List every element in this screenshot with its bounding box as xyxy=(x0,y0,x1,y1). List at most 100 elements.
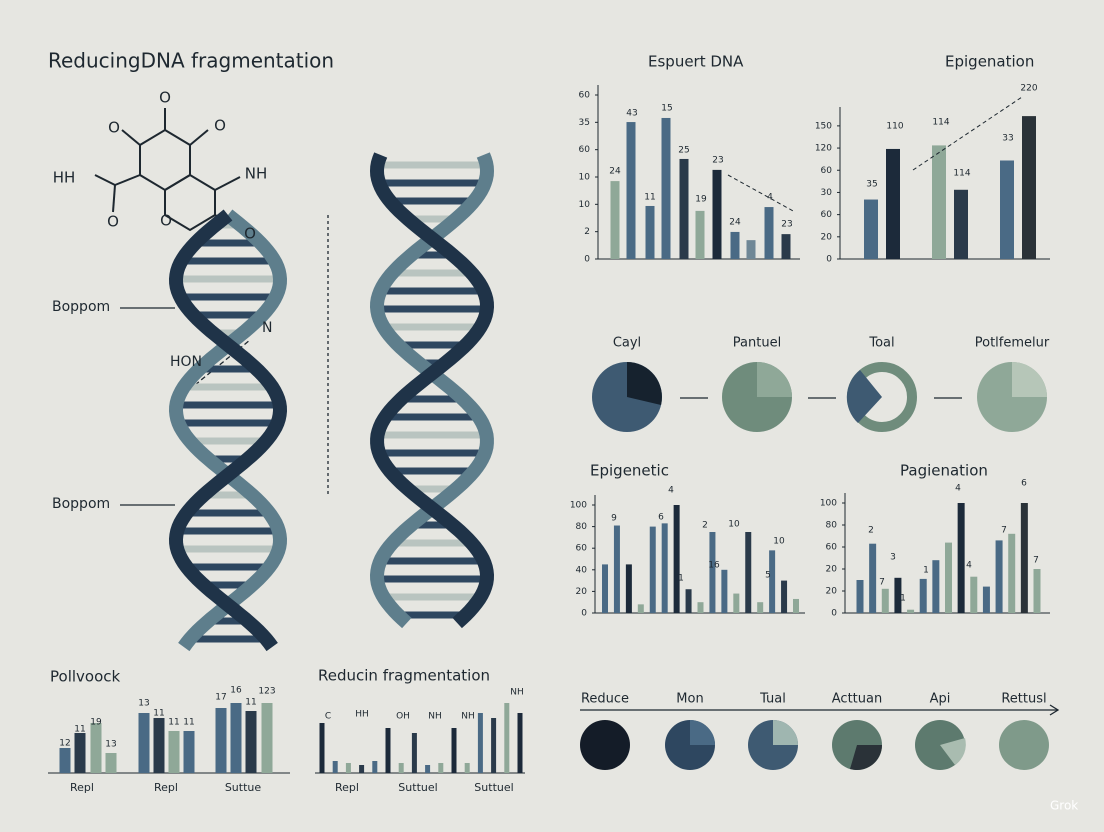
annotation: 114 xyxy=(932,118,949,128)
bond xyxy=(112,184,116,213)
annotation: C xyxy=(325,712,331,722)
annotation: 24 xyxy=(609,167,621,177)
bar xyxy=(1020,503,1028,613)
bar xyxy=(932,560,940,613)
y-tick-label: 10 xyxy=(579,173,591,183)
chart-title: Espuert DNA xyxy=(648,53,744,71)
y-tick-label: 20 xyxy=(826,565,838,575)
bar xyxy=(661,523,668,613)
bar xyxy=(625,564,632,613)
bar xyxy=(995,540,1003,613)
annotation: 7 xyxy=(879,578,885,588)
chart-title: Reducin fragmentation xyxy=(318,667,490,685)
bar xyxy=(168,731,180,773)
annotation: 4 xyxy=(955,484,961,494)
dna-label: HON xyxy=(170,354,202,370)
bar xyxy=(105,753,117,773)
pie-label: Pantuel xyxy=(733,336,781,351)
pie-slice xyxy=(627,362,662,405)
annotation: 10 xyxy=(773,537,785,547)
annotation: 1 xyxy=(923,566,929,576)
bar xyxy=(982,586,990,613)
dna xyxy=(168,152,495,652)
atom-label: O xyxy=(107,213,119,231)
annotation: 4 xyxy=(966,561,972,571)
annotation: 6 xyxy=(1021,479,1027,489)
annotation: 24 xyxy=(729,218,741,228)
annotation: 43 xyxy=(626,109,637,119)
bond xyxy=(121,129,141,146)
bar xyxy=(626,122,636,259)
bar xyxy=(919,578,927,613)
bar xyxy=(385,728,391,773)
bar xyxy=(954,189,968,259)
annotation: 11 xyxy=(644,193,655,203)
bar xyxy=(359,765,365,773)
bar xyxy=(398,763,404,773)
bar xyxy=(856,580,864,613)
annotation: 16 xyxy=(230,686,242,696)
bar xyxy=(610,181,620,259)
x-tick-label: Suttue xyxy=(225,781,262,794)
annotation: 19 xyxy=(695,195,707,205)
chart-title: Pollvoock xyxy=(50,668,121,686)
annotation: NH xyxy=(428,712,442,722)
timeline-label: Mon xyxy=(676,692,703,707)
annotation: 6 xyxy=(658,513,664,523)
y-tick-label: 100 xyxy=(570,501,587,511)
bar xyxy=(245,711,257,773)
bar xyxy=(451,728,457,773)
bond xyxy=(189,129,209,146)
bar xyxy=(153,718,165,773)
bar xyxy=(138,713,150,773)
bar xyxy=(649,526,656,613)
y-tick-label: 20 xyxy=(576,587,588,597)
strand xyxy=(369,152,495,629)
strand xyxy=(168,209,288,652)
y-tick-label: 0 xyxy=(581,609,587,619)
slice xyxy=(690,720,715,745)
y-tick-label: 30 xyxy=(821,188,833,198)
chart-title: Pagienation xyxy=(900,462,988,480)
bar xyxy=(709,532,716,613)
bar xyxy=(864,199,878,259)
x-tick-label: Repl xyxy=(70,781,94,794)
annotation: 33 xyxy=(1002,134,1013,144)
y-tick-label: 40 xyxy=(576,565,588,575)
bond xyxy=(94,174,116,186)
trend-line xyxy=(727,174,796,213)
annotation: 11 xyxy=(168,718,179,728)
bond xyxy=(214,176,241,191)
pie-label: Potlfemelur xyxy=(975,336,1050,351)
y-tick-label: 0 xyxy=(826,255,832,265)
bar xyxy=(230,703,242,773)
annotation: 7 xyxy=(1001,526,1007,536)
bar xyxy=(372,761,378,773)
y-tick-label: 60 xyxy=(579,91,591,101)
annotation: 9 xyxy=(611,514,617,524)
circle xyxy=(580,720,630,770)
y-tick-label: 60 xyxy=(826,543,838,553)
annotation: 11 xyxy=(74,725,85,735)
main-title: ReducingDNA fragmentation xyxy=(48,49,334,73)
bar xyxy=(894,577,902,613)
y-tick-label: 150 xyxy=(815,121,832,131)
dna-label: N xyxy=(262,320,272,336)
bar xyxy=(745,532,752,613)
ring xyxy=(139,128,191,192)
bar xyxy=(504,703,510,773)
dna-label: Boppom xyxy=(52,299,110,315)
circle xyxy=(999,720,1049,770)
bar xyxy=(74,733,86,773)
slice xyxy=(940,738,966,765)
bar xyxy=(215,708,227,773)
annotation: 16 xyxy=(708,561,720,571)
timeline-label: Rettusl xyxy=(1001,692,1046,707)
annotation: 15 xyxy=(661,104,672,114)
y-tick-label: 0 xyxy=(831,609,837,619)
annotation: 10 xyxy=(728,520,740,530)
bar xyxy=(637,604,644,613)
bar xyxy=(970,576,978,613)
